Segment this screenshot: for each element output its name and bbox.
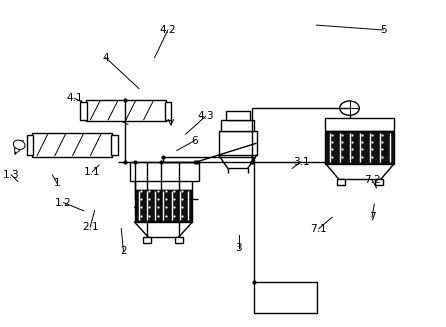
- Bar: [33, 132, 112, 157]
- Bar: [27, 134, 33, 155]
- Text: 6: 6: [191, 136, 198, 146]
- Text: 7: 7: [369, 212, 376, 222]
- Bar: [326, 118, 394, 131]
- Text: 1: 1: [54, 178, 60, 188]
- Text: 4.1: 4.1: [66, 94, 83, 103]
- Bar: [86, 100, 165, 121]
- Bar: [135, 190, 192, 222]
- Text: 7.2: 7.2: [364, 175, 380, 185]
- Bar: [175, 237, 183, 243]
- Text: 2.1: 2.1: [82, 222, 99, 232]
- Text: 5: 5: [380, 25, 387, 35]
- Text: 4.3: 4.3: [197, 111, 214, 121]
- Text: 4.2: 4.2: [160, 25, 176, 35]
- Text: 1.2: 1.2: [55, 198, 72, 208]
- Bar: [326, 131, 394, 164]
- Bar: [226, 112, 250, 120]
- Bar: [337, 179, 345, 185]
- Text: 2.2: 2.2: [133, 206, 149, 216]
- Bar: [130, 162, 199, 181]
- Bar: [375, 179, 383, 185]
- Bar: [144, 237, 152, 243]
- Bar: [254, 282, 317, 313]
- Text: 2: 2: [120, 247, 127, 256]
- Text: 1.3: 1.3: [3, 170, 20, 180]
- Text: 1.1: 1.1: [84, 167, 101, 177]
- Bar: [80, 102, 87, 120]
- Bar: [112, 134, 118, 155]
- Text: 4: 4: [103, 53, 109, 63]
- Text: 3.1: 3.1: [293, 157, 310, 167]
- Text: 8: 8: [380, 147, 387, 157]
- Bar: [219, 131, 256, 155]
- Ellipse shape: [13, 140, 25, 149]
- Bar: [135, 177, 192, 190]
- Bar: [221, 120, 254, 131]
- Text: 7.1: 7.1: [310, 224, 327, 233]
- Text: 3: 3: [235, 243, 242, 253]
- Bar: [165, 102, 171, 120]
